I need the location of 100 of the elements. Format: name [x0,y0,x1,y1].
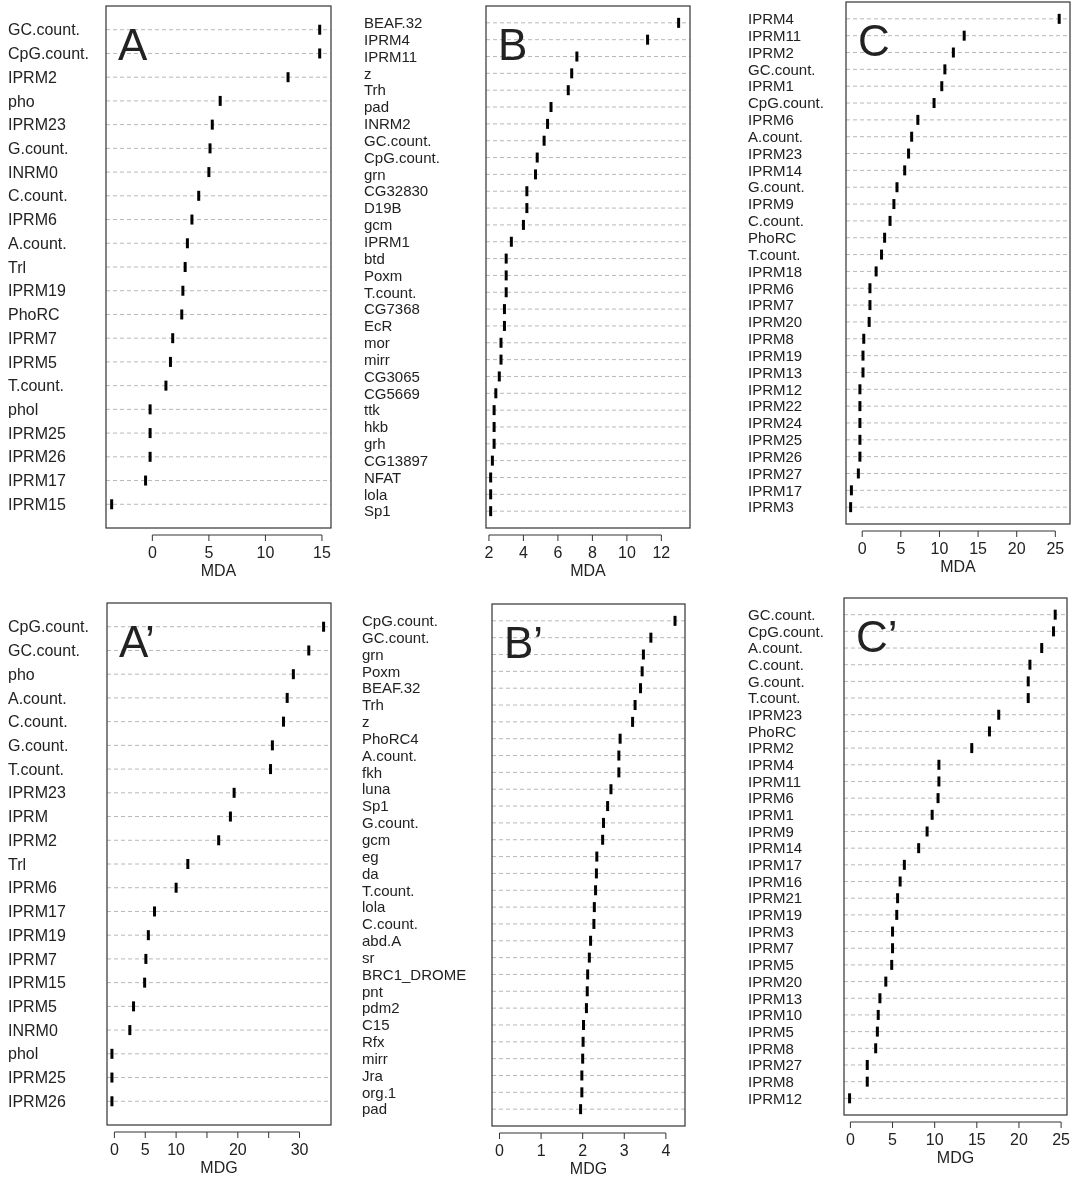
y-tick-label: CG32830 [364,182,429,200]
y-tick-label: IPRM7 [748,939,794,957]
y-tick-label: Trh [364,81,386,99]
x-axis-title: MDG [200,1159,238,1176]
y-tick-label: IPRM6 [748,789,794,807]
y-tick-label: C.count. [748,655,804,673]
x-tick-label: 0 [845,1131,855,1148]
y-tick-label: IPRM1 [748,77,794,95]
y-tick-label: grn [362,645,384,663]
x-tick-label: 0 [857,540,867,557]
y-tick-label: pdm2 [362,999,400,1017]
y-tick-label: Rfx [362,1033,385,1051]
y-tick-label: G.count. [748,178,805,196]
y-tick-label: IPRM13 [748,989,803,1007]
x-tick-label: 20 [1007,540,1026,557]
y-tick-label: IPRM14 [748,839,803,857]
x-tick-label: 10 [925,1131,944,1148]
y-tick-label: z [362,713,370,731]
y-tick-label: sr [362,948,375,966]
y-tick-label: CG13897 [364,451,429,469]
y-tick-label: IPRM21 [748,889,803,907]
chart-title: A [118,20,148,69]
y-tick-label: IPRM2 [748,739,794,757]
y-tick-label: D19B [364,199,402,217]
y-tick-label: PhoRC [748,228,797,246]
y-tick-label: IPRM22 [748,397,803,415]
x-tick-label: 5 [888,1131,898,1148]
y-tick-label: phol [8,1045,39,1063]
x-tick-label: 5 [140,1141,150,1158]
y-tick-label: IPRM3 [748,498,794,516]
y-tick-label: IPRM1 [364,232,410,250]
x-tick-label: 4 [518,544,528,561]
y-tick-label: IPRM [8,808,48,826]
y-tick-label: Trl [8,855,27,873]
y-tick-label: G.count. [748,672,805,690]
y-tick-label: lola [364,485,389,503]
y-tick-label: Poxm [362,662,401,680]
y-tick-label: IPRM6 [748,279,794,297]
y-tick-label: IPRM3 [748,922,794,940]
x-tick-label: 30 [290,1141,309,1158]
y-tick-label: IPRM14 [748,161,803,179]
y-tick-label: IPRM4 [748,10,794,28]
y-tick-label: T.count. [748,689,801,707]
y-tick-label: IPRM17 [8,903,66,921]
chart-title: B [498,20,528,69]
y-tick-label: pad [364,98,390,116]
y-tick-label: GC.count. [748,60,816,78]
y-tick-label: IPRM9 [748,195,794,213]
y-tick-label: IPRM12 [748,1089,803,1107]
y-tick-label: CpG.count. [364,148,440,166]
y-tick-label: C15 [362,1016,390,1034]
y-tick-label: INRM0 [8,1021,58,1039]
y-tick-label: phol [8,400,39,418]
x-tick-label: 15 [969,540,988,557]
y-tick-label: A.count. [748,639,804,657]
y-tick-label: grh [364,435,386,453]
y-tick-label: IPRM1 [748,806,794,824]
y-tick-label: C.count. [748,212,804,230]
y-tick-label: BRC1_DROME [362,965,467,983]
y-tick-label: G.count. [8,139,69,157]
x-tick-label: 3 [619,1142,629,1159]
y-tick-label: IPRM15 [8,495,66,513]
y-tick-label: hkb [364,418,389,436]
y-tick-label: IPRM25 [748,431,803,449]
chart-title: C [858,16,890,65]
y-tick-label: INRM0 [8,163,58,181]
x-tick-label: 25 [1046,540,1065,557]
y-tick-label: IPRM19 [748,906,803,924]
y-tick-label: T.count. [362,881,415,899]
y-tick-label: PhoRC [8,306,60,324]
y-tick-label: IPRM5 [748,1022,794,1040]
x-tick-label: 20 [228,1141,247,1158]
x-tick-label: 2 [484,544,494,561]
y-tick-label: IPRM7 [8,329,57,347]
y-tick-label: CpG.count. [362,612,438,630]
x-tick-label: 15 [967,1131,986,1148]
y-tick-label: GC.count. [8,21,81,39]
x-axis-title: MDA [570,562,607,579]
y-tick-label: btd [364,249,385,267]
y-tick-label: BEAF.32 [364,14,423,32]
x-tick-label: 20 [1010,1131,1028,1148]
x-tick-label: 25 [1052,1131,1071,1148]
y-tick-label: C.count. [362,915,418,933]
y-tick-label: T.count. [364,283,417,301]
y-tick-label: da [362,864,380,882]
y-tick-label: fkh [362,763,383,781]
y-tick-label: IPRM10 [748,1006,803,1024]
y-tick-label: PhoRC [748,722,797,740]
x-tick-label: 10 [617,544,636,561]
y-tick-label: A.count. [748,127,804,145]
y-tick-label: IPRM27 [748,464,803,482]
y-tick-label: pho [8,665,35,683]
y-tick-label: IPRM18 [748,262,803,280]
x-tick-label: 12 [652,544,671,561]
y-tick-label: IPRM8 [748,330,794,348]
y-tick-label: GC.count. [8,642,81,660]
y-tick-label: IPRM26 [8,1092,66,1110]
x-tick-label: 2 [578,1142,588,1159]
y-tick-label: IPRM2 [8,68,57,86]
y-tick-label: IPRM19 [8,926,66,944]
